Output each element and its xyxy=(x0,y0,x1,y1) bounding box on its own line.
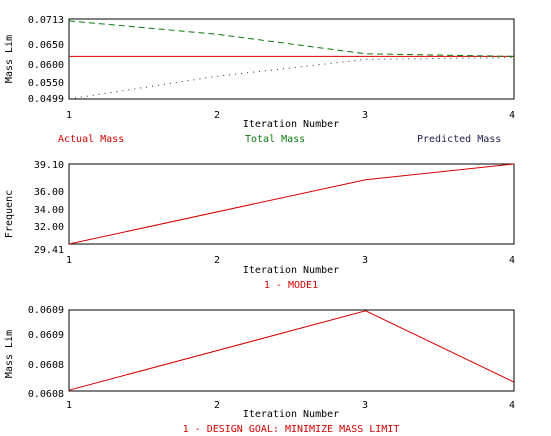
design-goal-series xyxy=(68,310,515,391)
y-tick-label: 0.0609 xyxy=(28,330,64,341)
x-tick-label: 2 xyxy=(214,110,220,121)
x-tick-label: 2 xyxy=(214,400,220,411)
legend-predicted-mass: Predicted Mass xyxy=(417,134,501,145)
y-tick-label: 0.0650 xyxy=(28,40,64,51)
frequency-series-caption: 1 - MODE1 xyxy=(264,280,318,291)
x-tick-label: 4 xyxy=(509,110,515,121)
mass-x-ticks: 1 2 3 4 xyxy=(66,110,515,121)
mass-y-axis-label: Mass Lim xyxy=(4,35,15,83)
y-tick-label: 29.41 xyxy=(34,245,64,256)
x-tick-label: 2 xyxy=(214,255,220,266)
x-tick-label: 4 xyxy=(509,255,515,266)
legend-actual-mass: Actual Mass xyxy=(58,134,124,145)
y-tick-label: 36.00 xyxy=(34,187,64,198)
design-goal-chart: Mass Lim Iteration Number 1 2 3 4 0.0608… xyxy=(4,305,515,435)
x-tick-label: 3 xyxy=(362,110,368,121)
y-tick-label: 32.00 xyxy=(34,222,64,233)
frequency-x-axis-label: Iteration Number xyxy=(243,265,339,276)
design-goal-y-axis-label: Mass Lim xyxy=(4,330,15,378)
y-tick-label: 34.00 xyxy=(34,205,64,216)
frequency-plot-area xyxy=(68,163,515,245)
design-goal-plot-area xyxy=(68,309,515,392)
x-tick-label: 3 xyxy=(362,400,368,411)
x-tick-label: 3 xyxy=(362,255,368,266)
y-tick-label: 0.0499 xyxy=(28,94,64,105)
x-tick-label: 1 xyxy=(66,400,72,411)
y-tick-label: 0.0600 xyxy=(28,60,64,71)
mass-series xyxy=(68,20,515,100)
frequency-y-axis-label: Frequenc xyxy=(4,190,15,238)
y-tick-label: 39.10 xyxy=(34,160,64,171)
frequency-chart: Frequenc Iteration Number 1 2 3 4 29.41 … xyxy=(4,160,515,291)
y-tick-label: 0.0713 xyxy=(28,15,64,26)
x-tick-label: 1 xyxy=(66,255,72,266)
mass-x-axis-label: Iteration Number xyxy=(243,119,339,130)
design-goal-y-ticks: 0.0608 0.0608 0.0609 0.0609 xyxy=(28,305,64,400)
mass-plot-area xyxy=(68,18,515,100)
y-tick-label: 0.0608 xyxy=(28,360,64,371)
legend-total-mass: Total Mass xyxy=(245,134,305,145)
x-tick-label: 1 xyxy=(66,110,72,121)
design-goal-x-axis-label: Iteration Number xyxy=(243,409,339,420)
x-tick-label: 4 xyxy=(509,400,515,411)
mass-chart: Mass Lim Iteration Number 1 2 3 4 0.0499… xyxy=(4,15,515,145)
design-goal-x-ticks: 1 2 3 4 xyxy=(66,400,515,411)
frequency-y-ticks: 29.41 32.00 34.00 36.00 39.10 xyxy=(34,160,64,256)
mass-legend: Actual Mass Total Mass Predicted Mass xyxy=(58,134,501,145)
series-line-1-mode1 xyxy=(68,163,515,245)
frequency-series xyxy=(68,163,515,245)
mass-y-ticks: 0.0499 0.0550 0.0600 0.0650 0.0713 xyxy=(28,15,64,105)
series-line-1-design-goal-minimize-mass-limit xyxy=(68,310,515,391)
y-tick-label: 0.0550 xyxy=(28,78,64,89)
design-goal-series-caption: 1 - DESIGN GOAL: MINIMIZE MASS LIMIT xyxy=(183,424,400,435)
y-tick-label: 0.0608 xyxy=(28,389,64,400)
series-line-total-mass xyxy=(68,20,515,57)
frequency-x-ticks: 1 2 3 4 xyxy=(66,255,515,266)
y-tick-label: 0.0609 xyxy=(28,305,64,316)
